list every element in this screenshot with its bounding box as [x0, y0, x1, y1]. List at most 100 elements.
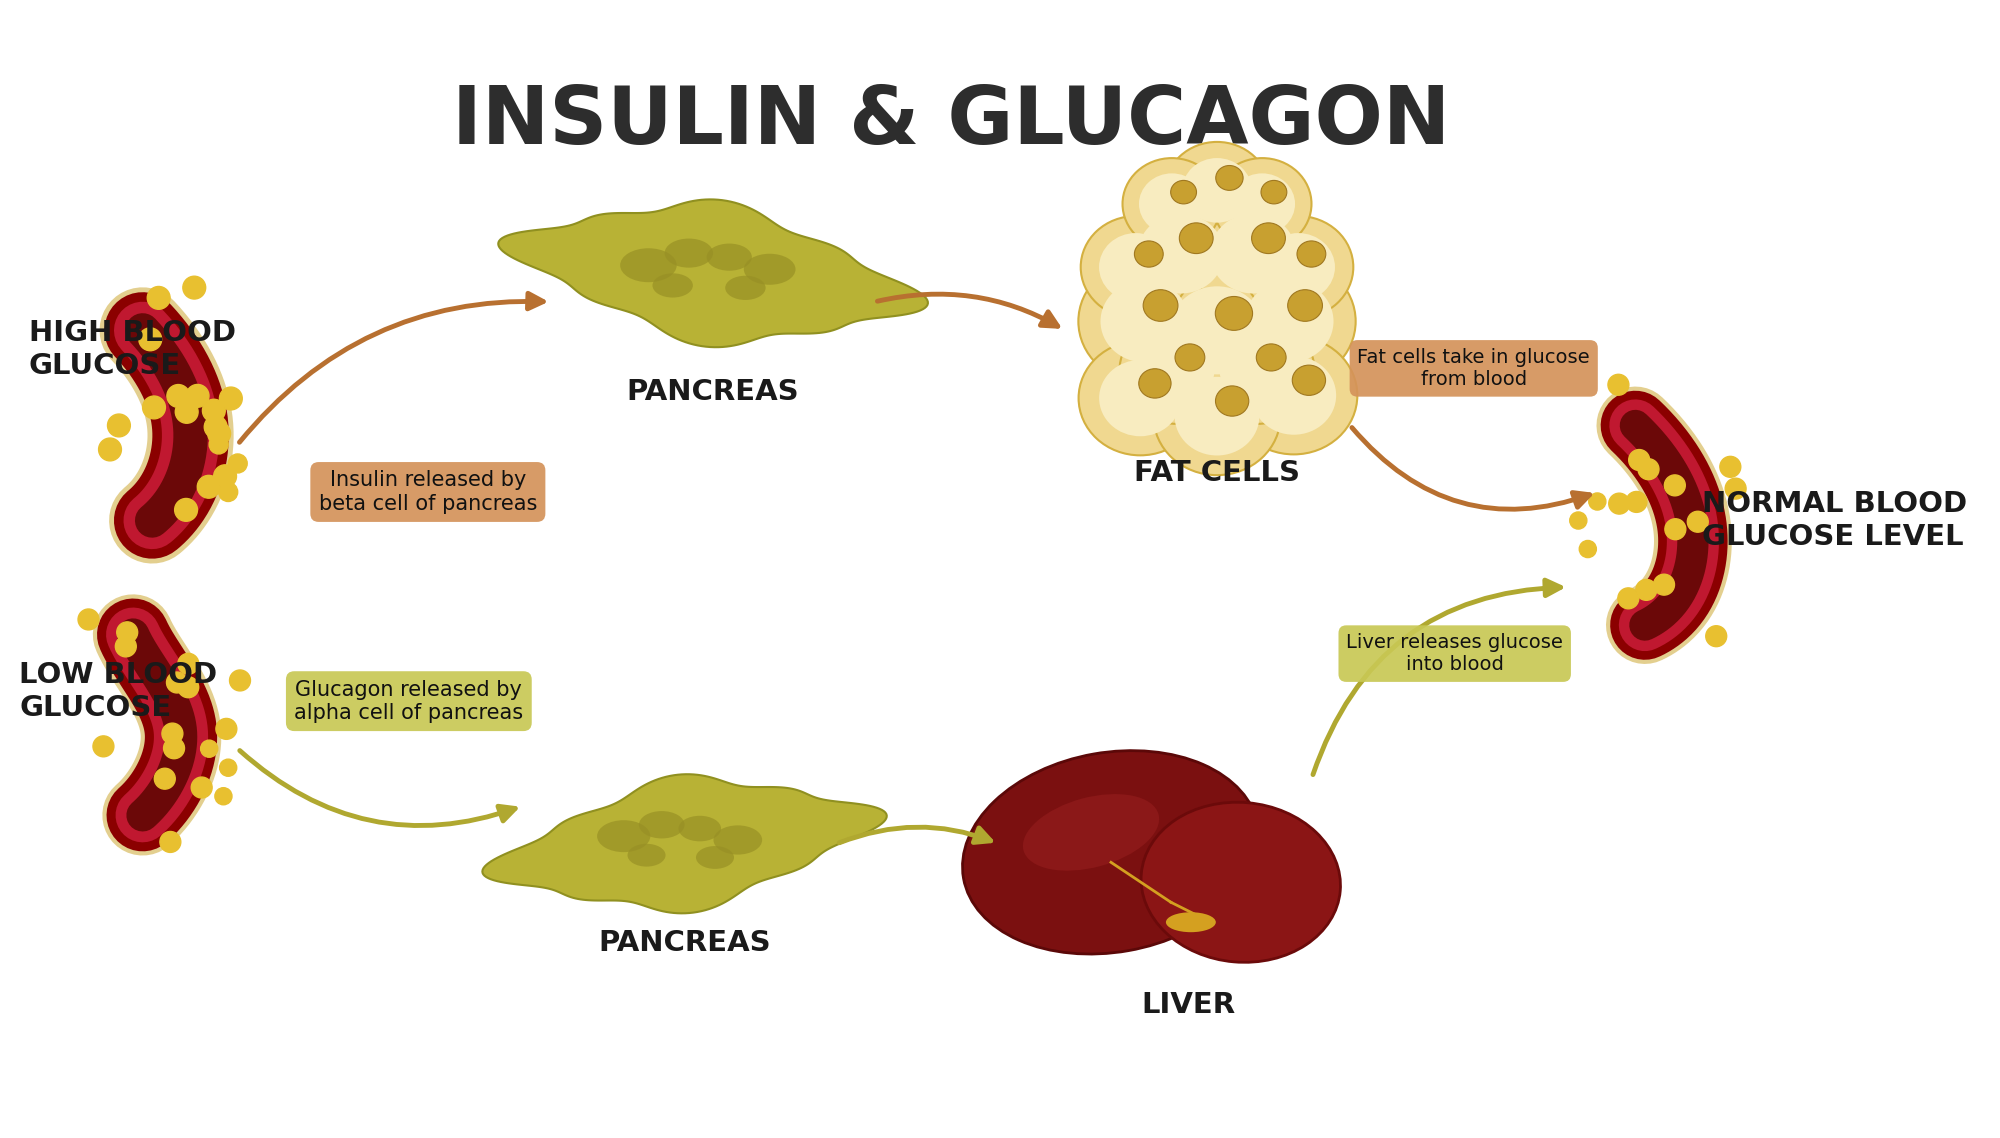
Ellipse shape	[1182, 158, 1252, 223]
Circle shape	[214, 787, 232, 805]
Ellipse shape	[1244, 216, 1354, 319]
Circle shape	[216, 718, 236, 740]
Ellipse shape	[1246, 280, 1334, 362]
Circle shape	[154, 768, 176, 789]
Circle shape	[1636, 579, 1656, 601]
Ellipse shape	[1180, 223, 1214, 254]
Circle shape	[182, 277, 206, 299]
Ellipse shape	[1164, 142, 1270, 239]
Ellipse shape	[1188, 193, 1318, 313]
Circle shape	[230, 670, 250, 691]
Circle shape	[198, 476, 220, 498]
Ellipse shape	[1022, 794, 1160, 871]
Ellipse shape	[962, 751, 1260, 954]
Circle shape	[162, 723, 182, 744]
Circle shape	[166, 673, 188, 693]
Ellipse shape	[1144, 290, 1178, 321]
Ellipse shape	[652, 273, 692, 297]
Ellipse shape	[714, 825, 762, 855]
Ellipse shape	[1134, 241, 1164, 267]
Ellipse shape	[1200, 319, 1314, 423]
Ellipse shape	[1230, 173, 1296, 234]
Text: INSULIN & GLUCAGON: INSULIN & GLUCAGON	[452, 83, 1450, 162]
Circle shape	[108, 414, 130, 437]
Circle shape	[142, 396, 166, 419]
Circle shape	[1664, 475, 1686, 496]
Circle shape	[98, 438, 122, 461]
Circle shape	[138, 328, 162, 351]
Circle shape	[208, 422, 230, 445]
Ellipse shape	[1288, 290, 1322, 321]
Ellipse shape	[1138, 369, 1172, 398]
Ellipse shape	[1174, 377, 1260, 455]
Ellipse shape	[1216, 386, 1248, 417]
Ellipse shape	[1252, 223, 1286, 254]
Circle shape	[176, 401, 198, 423]
Circle shape	[1618, 588, 1638, 609]
Ellipse shape	[1138, 214, 1224, 294]
Ellipse shape	[1216, 297, 1252, 330]
Ellipse shape	[1170, 287, 1264, 374]
Text: FAT CELLS: FAT CELLS	[1134, 459, 1300, 487]
Ellipse shape	[598, 820, 650, 852]
Ellipse shape	[1142, 802, 1340, 963]
Ellipse shape	[706, 244, 752, 271]
Ellipse shape	[1230, 337, 1358, 454]
Ellipse shape	[1100, 360, 1182, 436]
Ellipse shape	[638, 811, 684, 839]
Circle shape	[200, 740, 218, 757]
Circle shape	[174, 498, 198, 521]
Circle shape	[1654, 575, 1674, 595]
Polygon shape	[482, 774, 886, 914]
Circle shape	[178, 653, 198, 674]
Circle shape	[204, 415, 228, 438]
Circle shape	[1628, 450, 1650, 470]
Ellipse shape	[1222, 259, 1356, 384]
Ellipse shape	[1216, 165, 1244, 190]
Circle shape	[186, 385, 208, 407]
Ellipse shape	[696, 846, 734, 869]
Circle shape	[1726, 478, 1746, 500]
Ellipse shape	[1138, 173, 1204, 234]
Circle shape	[160, 832, 180, 852]
Ellipse shape	[1078, 259, 1212, 384]
Circle shape	[210, 435, 228, 454]
Circle shape	[202, 399, 226, 422]
Circle shape	[214, 464, 236, 488]
Circle shape	[1588, 493, 1606, 510]
Circle shape	[1664, 519, 1686, 539]
Ellipse shape	[678, 816, 722, 841]
Circle shape	[1688, 511, 1708, 533]
Ellipse shape	[628, 843, 666, 867]
Ellipse shape	[1100, 233, 1172, 302]
Circle shape	[178, 677, 198, 698]
Text: PANCREAS: PANCREAS	[598, 930, 770, 957]
Text: NORMAL BLOOD
GLUCOSE LEVEL: NORMAL BLOOD GLUCOSE LEVEL	[1702, 490, 1968, 551]
Circle shape	[228, 454, 248, 473]
Ellipse shape	[1256, 344, 1286, 371]
Ellipse shape	[726, 275, 766, 300]
Circle shape	[78, 609, 98, 630]
Ellipse shape	[744, 254, 796, 284]
Circle shape	[1638, 459, 1658, 480]
Text: Insulin released by
beta cell of pancreas: Insulin released by beta cell of pancrea…	[318, 470, 538, 513]
Ellipse shape	[1078, 341, 1202, 455]
Ellipse shape	[1154, 357, 1280, 476]
Circle shape	[1706, 626, 1726, 646]
Ellipse shape	[1146, 264, 1288, 396]
Ellipse shape	[620, 248, 676, 282]
Text: HIGH BLOOD
GLUCOSE: HIGH BLOOD GLUCOSE	[28, 319, 236, 380]
Circle shape	[1608, 374, 1628, 395]
Ellipse shape	[1212, 158, 1312, 249]
Circle shape	[1580, 541, 1596, 558]
Ellipse shape	[1296, 241, 1326, 267]
Ellipse shape	[1252, 356, 1336, 435]
Text: LIVER: LIVER	[1142, 991, 1236, 1020]
Ellipse shape	[1122, 158, 1222, 249]
Circle shape	[1608, 493, 1630, 514]
Circle shape	[148, 287, 170, 310]
Ellipse shape	[1262, 233, 1334, 302]
Circle shape	[218, 483, 238, 502]
Ellipse shape	[1120, 319, 1234, 423]
Ellipse shape	[1100, 280, 1190, 362]
